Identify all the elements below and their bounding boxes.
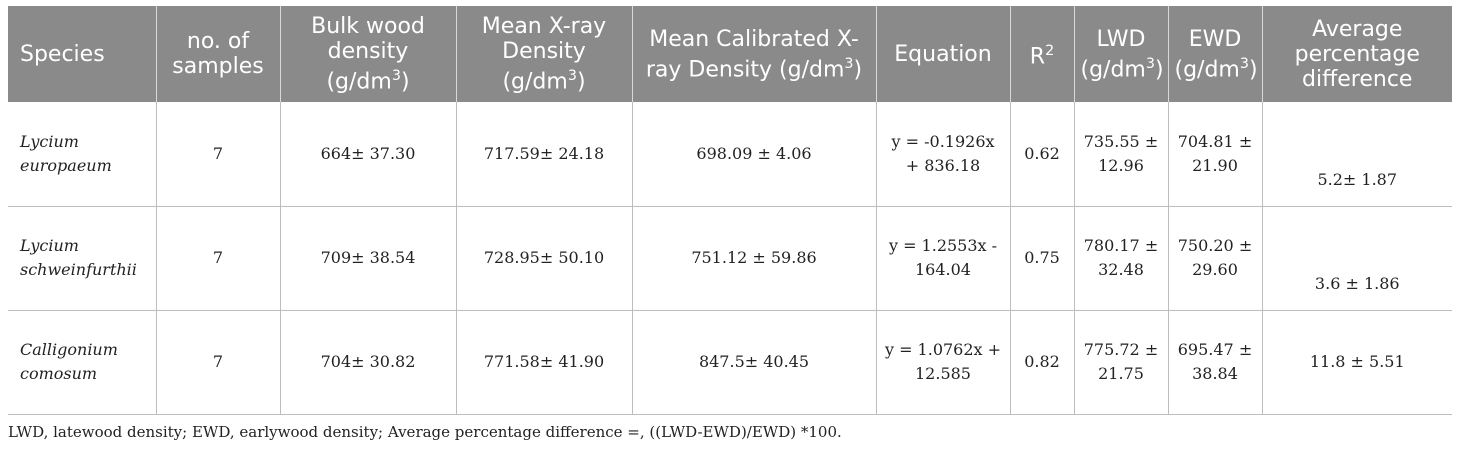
table-row: Lycium schweinfurthii 7 709± 38.54 728.9… — [8, 206, 1452, 311]
header-lwd: LWD (g/dm3) — [1073, 6, 1168, 103]
cell-mean-xray: 771.58± 41.90 — [455, 310, 632, 415]
cell-bulk-density: 704± 30.82 — [279, 310, 456, 415]
density-table: Species no. of samples Bulk wood density… — [8, 6, 1452, 415]
cell-average-difference: 3.6 ± 1.86 — [1261, 206, 1452, 311]
cell-ewd: 695.47 ± 38.84 — [1167, 310, 1262, 415]
cell-equation: y = 1.2553x - 164.04 — [875, 206, 1010, 311]
header-species: Species — [8, 6, 156, 103]
header-average-difference: Average percentage difference — [1261, 6, 1452, 103]
cell-r2: 0.82 — [1009, 310, 1074, 415]
table-container: Species no. of samples Bulk wood density… — [8, 6, 1452, 441]
header-samples: no. of samples — [155, 6, 280, 103]
cell-equation: y = 1.0762x + 12.585 — [875, 310, 1010, 415]
cell-equation: y = -0.1926x + 836.18 — [875, 102, 1010, 207]
table-row: Lycium europaeum 7 664± 37.30 717.59± 24… — [8, 102, 1452, 207]
cell-samples: 7 — [155, 206, 280, 311]
table-row: Calligonium comosum 7 704± 30.82 771.58±… — [8, 310, 1452, 415]
cell-average-difference: 11.8 ± 5.51 — [1261, 310, 1452, 415]
cell-samples: 7 — [155, 102, 280, 207]
table-footnote: LWD, latewood density; EWD, earlywood de… — [8, 422, 842, 441]
header-equation: Equation — [875, 6, 1010, 103]
cell-r2: 0.62 — [1009, 102, 1074, 207]
cell-samples: 7 — [155, 310, 280, 415]
cell-lwd: 735.55 ± 12.96 — [1073, 102, 1168, 207]
cell-species: Lycium schweinfurthii — [8, 206, 156, 311]
cell-calibrated-xray: 698.09 ± 4.06 — [631, 102, 876, 207]
cell-bulk-density: 709± 38.54 — [279, 206, 456, 311]
cell-species: Calligonium comosum — [8, 310, 156, 415]
cell-r2: 0.75 — [1009, 206, 1074, 311]
header-ewd: EWD (g/dm3) — [1167, 6, 1262, 103]
cell-calibrated-xray: 847.5± 40.45 — [631, 310, 876, 415]
cell-mean-xray: 717.59± 24.18 — [455, 102, 632, 207]
cell-ewd: 750.20 ± 29.60 — [1167, 206, 1262, 311]
header-r2: R2 — [1009, 6, 1074, 103]
cell-ewd: 704.81 ± 21.90 — [1167, 102, 1262, 207]
cell-species: Lycium europaeum — [8, 102, 156, 207]
header-mean-xray: Mean X-ray Density (g/dm3) — [455, 6, 632, 103]
cell-mean-xray: 728.95± 50.10 — [455, 206, 632, 311]
cell-average-difference: 5.2± 1.87 — [1261, 102, 1452, 207]
header-calibrated-xray: Mean Calibrated X-ray Density (g/dm3) — [631, 6, 876, 103]
cell-bulk-density: 664± 37.30 — [279, 102, 456, 207]
header-bulk-density: Bulk wood density (g/dm3) — [279, 6, 456, 103]
header-row: Species no. of samples Bulk wood density… — [8, 6, 1452, 103]
cell-lwd: 775.72 ± 21.75 — [1073, 310, 1168, 415]
cell-calibrated-xray: 751.12 ± 59.86 — [631, 206, 876, 311]
cell-lwd: 780.17 ± 32.48 — [1073, 206, 1168, 311]
